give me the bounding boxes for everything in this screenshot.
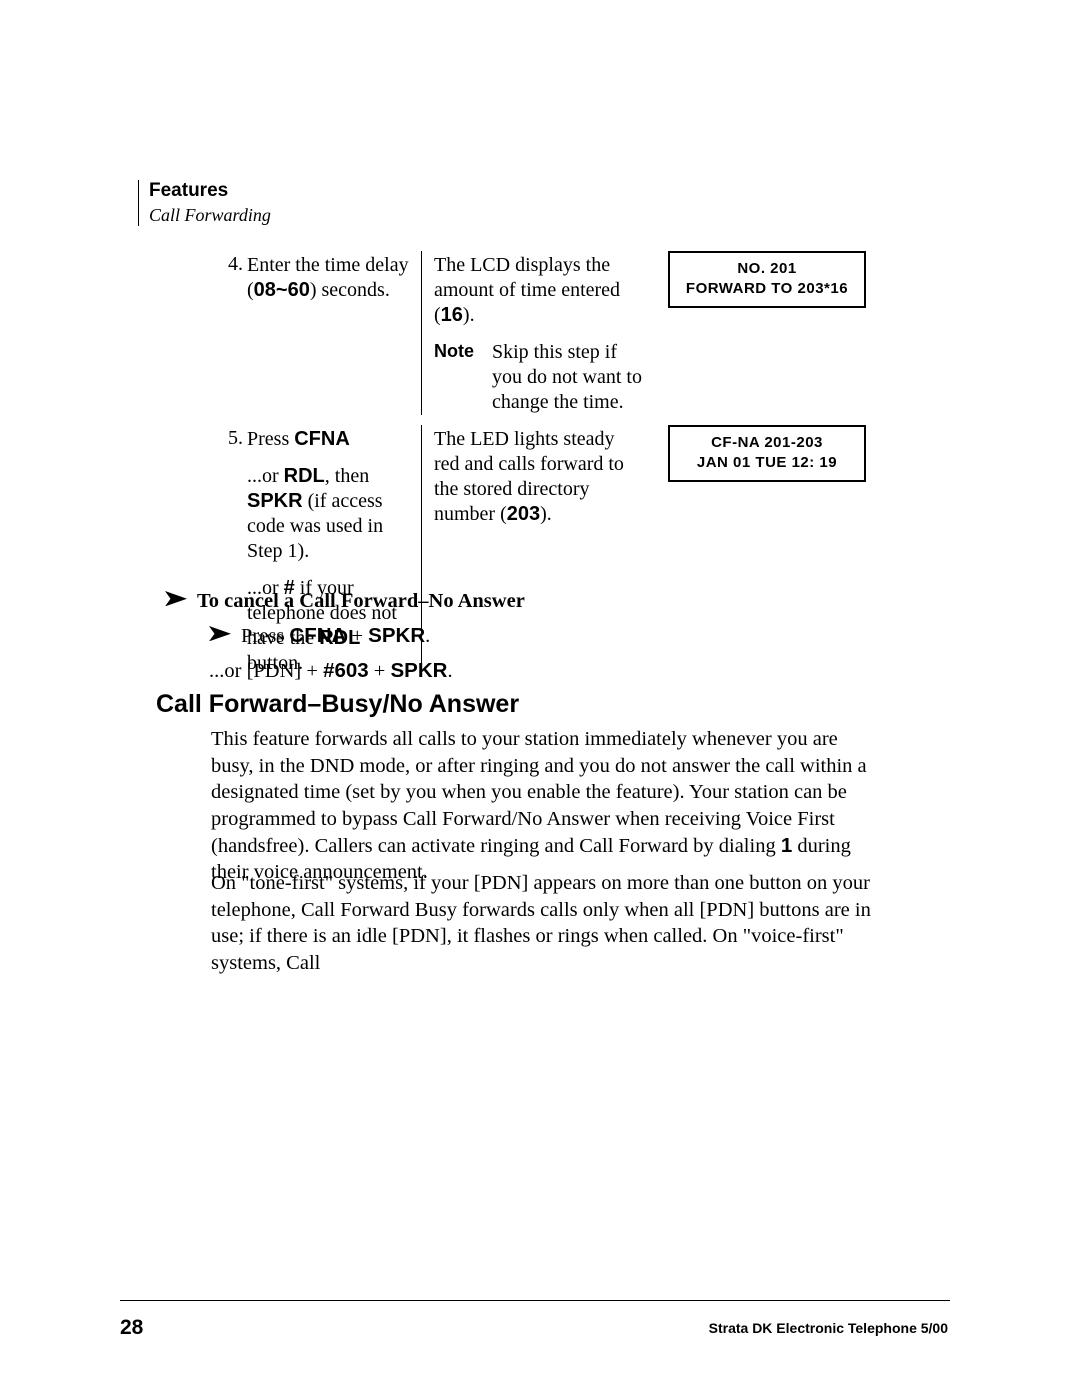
procedure-step: Press CFNA + SPKR. [209, 621, 865, 652]
arrow-icon [209, 626, 231, 641]
text: . [425, 625, 430, 647]
page: Features Call Forwarding 4. Enter the ti… [0, 0, 1080, 1397]
text: ...or [PDN] + [209, 660, 323, 682]
key-label: 08~60 [254, 279, 310, 301]
step-action: Enter the time delay (08~60) seconds. [247, 251, 421, 315]
key-label: SPKR [247, 490, 303, 512]
text: This feature forwards all calls to your … [211, 728, 867, 857]
step-result: The LED lights steady red and calls forw… [422, 425, 644, 539]
value: 203 [507, 503, 540, 525]
text: + [346, 625, 368, 647]
step-result: The LCD displays the amount of time ente… [422, 251, 644, 415]
lcd-line2: JAN 01 TUE 12: 19 [672, 453, 862, 473]
lcd-line2: FORWARD TO 203*16 [672, 279, 862, 299]
body-paragraph-2: On "tone-first" systems, if your [PDN] a… [211, 870, 871, 977]
text: ). [463, 304, 475, 326]
text: ). [540, 503, 552, 525]
step-number: 4. [215, 251, 247, 276]
key-label: SPKR [390, 659, 447, 682]
key-label: CFNA [294, 428, 350, 450]
key-label: 1 [781, 834, 792, 857]
text: Press [247, 428, 294, 450]
note: Note Skip this step if you do not want t… [434, 340, 644, 415]
step-number: 5. [215, 425, 247, 450]
key-label: RDL [284, 465, 325, 487]
text: Press [241, 625, 289, 647]
body-paragraph-1: This feature forwards all calls to your … [211, 726, 871, 886]
lcd-display: NO. 201 FORWARD TO 203*16 [668, 251, 866, 308]
lcd-line1: CF-NA 201-203 [672, 433, 862, 453]
text: ) seconds. [310, 279, 390, 301]
text: , then [325, 465, 369, 487]
header-subtitle: Call Forwarding [149, 205, 271, 227]
lcd-column: CF-NA 201-203 JAN 01 TUE 12: 19 [644, 425, 878, 482]
step-row-4: 4. Enter the time delay (08~60) seconds.… [215, 251, 935, 415]
footer-rule [120, 1300, 950, 1301]
key-label: CFNA [289, 624, 346, 647]
section-heading: Call Forward–Busy/No Answer [156, 690, 519, 719]
text: . [447, 660, 452, 682]
key-label: #603 [323, 659, 369, 682]
cancel-section: To cancel a Call Forward–No Answer Press… [165, 586, 865, 686]
text: ...or [247, 465, 284, 487]
procedure-alt: ...or [PDN] + #603 + SPKR. [209, 656, 865, 687]
text: + [369, 660, 391, 682]
note-text: Skip this step if you do not want to cha… [492, 340, 644, 415]
arrow-icon [165, 591, 187, 606]
header-title: Features [149, 180, 271, 203]
note-label: Note [434, 340, 492, 363]
lcd-column: NO. 201 FORWARD TO 203*16 [644, 251, 878, 308]
running-header: Features Call Forwarding [138, 180, 271, 226]
page-number: 28 [120, 1316, 143, 1340]
lcd-display: CF-NA 201-203 JAN 01 TUE 12: 19 [668, 425, 866, 482]
footer-text: Strata DK Electronic Telephone 5/00 [709, 1320, 948, 1336]
key-label: SPKR [368, 624, 425, 647]
procedure-heading: To cancel a Call Forward–No Answer [165, 586, 865, 617]
value: 16 [441, 304, 463, 326]
lcd-line1: NO. 201 [672, 259, 862, 279]
cancel-heading: To cancel a Call Forward–No Answer [197, 586, 525, 617]
